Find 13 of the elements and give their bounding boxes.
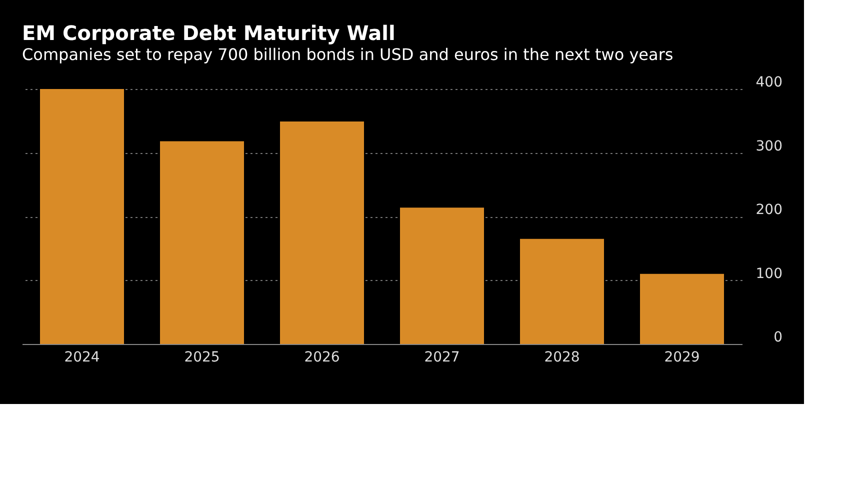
chart-title: EM Corporate Debt Maturity Wall [22, 21, 396, 45]
x-tick-label: 2029 [664, 350, 700, 366]
y-tick-label: 100 [756, 266, 782, 282]
x-tick-label: 2027 [424, 350, 460, 366]
x-tick-label: 2026 [304, 350, 340, 366]
x-tick-label: 2025 [184, 350, 220, 366]
y-tick-label: 200 [756, 202, 782, 218]
chart-subtitle: Companies set to repay 700 billion bonds in USD and euros in the next two years [22, 45, 674, 64]
x-tick-label: 2024 [64, 350, 100, 366]
x-tick-label: 2028 [544, 350, 580, 366]
y-tick-label: 300 [756, 138, 782, 154]
y-tick-label: 0 [774, 330, 782, 346]
y-tick-label: 400 [756, 74, 782, 90]
